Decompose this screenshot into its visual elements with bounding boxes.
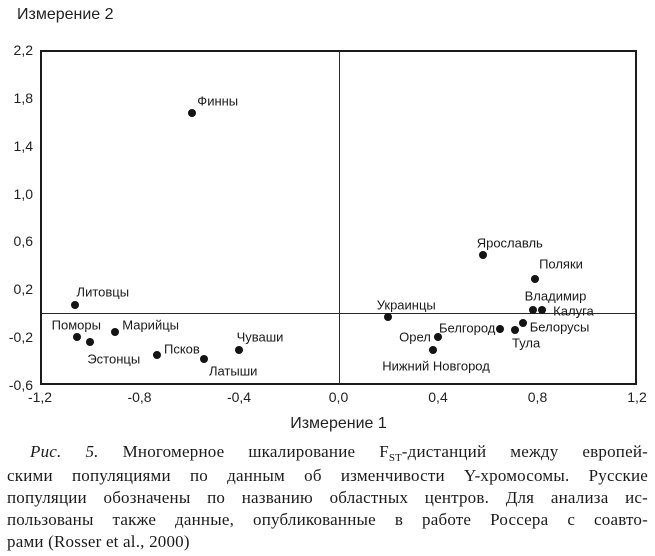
data-point-label: Ярославль [476, 235, 543, 251]
data-point-label: Латыши [208, 363, 258, 379]
data-point [511, 325, 520, 334]
data-point [384, 312, 393, 321]
data-point [187, 109, 196, 118]
data-point [538, 305, 547, 314]
data-point-label: Эстонцы [87, 351, 141, 367]
y-tick-label: 1,4 [13, 137, 33, 154]
data-point-label: Владимир [524, 288, 587, 304]
caption-line-1: Рис. 5. Многомерное шкалирование FST-дис… [7, 441, 648, 465]
data-point-label: Марийцы [122, 317, 179, 333]
y-tick-label: 0,6 [13, 233, 33, 250]
x-tick-label: 1,2 [627, 389, 647, 405]
zero-hline [40, 313, 637, 315]
data-point-label: Тула [511, 335, 541, 351]
x-tick-label: 0,8 [527, 389, 548, 405]
plot-area: Финны Литовцы Поморы Эстонцы Марийцы Псков Лат… [40, 50, 637, 385]
data-point [73, 333, 82, 342]
caption-line-3: популяции обозначены по названию областн… [7, 488, 648, 507]
x-tick-label: -1,2 [27, 389, 53, 405]
data-point-label: Калуга [553, 303, 594, 319]
data-point [434, 333, 442, 342]
data-point [110, 328, 119, 337]
x-axis-title: Измерение 1 [290, 415, 387, 432]
data-point [496, 324, 505, 333]
data-point [429, 346, 438, 355]
data-point-label: Белгород [439, 320, 496, 336]
y-axis-title: Измерение 2 [17, 6, 114, 23]
caption-line-2: скими популяциями по данным об изменчиво… [7, 466, 648, 485]
y-tick-label: -0,6 [8, 377, 33, 393]
data-point [152, 351, 161, 360]
data-point-label: Поляки [539, 256, 583, 272]
data-point [531, 274, 539, 283]
caption-line-4: пользованы также данные, опубликованные … [7, 510, 648, 529]
data-point-label: Белорусы [529, 319, 590, 335]
caption-text: Многомерное шкалирование F [122, 442, 389, 461]
data-point [478, 250, 487, 259]
data-point-label: Литовцы [76, 284, 130, 300]
figure-number-label: Рис. 5. [30, 442, 99, 461]
x-tick-label: -0,8 [127, 389, 152, 405]
data-point-label: Нижний Новгород [382, 358, 490, 374]
y-tick-label: -0,2 [8, 329, 33, 346]
data-point-label: Украинцы [376, 297, 436, 313]
zero-vline [338, 50, 340, 385]
x-tick-label: 0,0 [328, 389, 349, 405]
data-point [528, 305, 537, 314]
data-point-label: Псков [163, 341, 200, 357]
caption-text: -дистанций между европей- [401, 442, 648, 461]
data-point-label: Финны [197, 93, 239, 109]
data-point [85, 337, 94, 346]
data-point-label: Чуваши [236, 329, 284, 345]
x-tick-label: 0,4 [428, 389, 448, 405]
y-tick-label: 0,2 [13, 281, 33, 298]
data-point [200, 354, 209, 363]
data-point [70, 300, 79, 309]
y-tick-label: 2,2 [13, 42, 33, 58]
data-point-label: Орел [399, 329, 431, 345]
caption-line-5: рами (Rosser et al., 2000) [7, 532, 190, 551]
y-tick-label: 1,0 [13, 185, 33, 202]
data-point-label: Поморы [51, 317, 101, 333]
data-point [235, 346, 243, 355]
y-axis-ticks: 2,2 1,8 1,4 1,0 0,6 0,2 -0,2 -0,6 [0, 42, 35, 393]
figure-caption: Рис. 5. Многомерное шкалирование FST-дис… [7, 441, 648, 553]
x-tick-label: -0,4 [226, 389, 252, 405]
y-tick-label: 1,8 [13, 89, 33, 106]
fst-subscript: ST [388, 452, 402, 464]
x-axis-ticks: -1,2 -0,8 -0,4 0,0 0,4 0,8 1,2 [28, 389, 647, 405]
data-point [518, 318, 527, 327]
